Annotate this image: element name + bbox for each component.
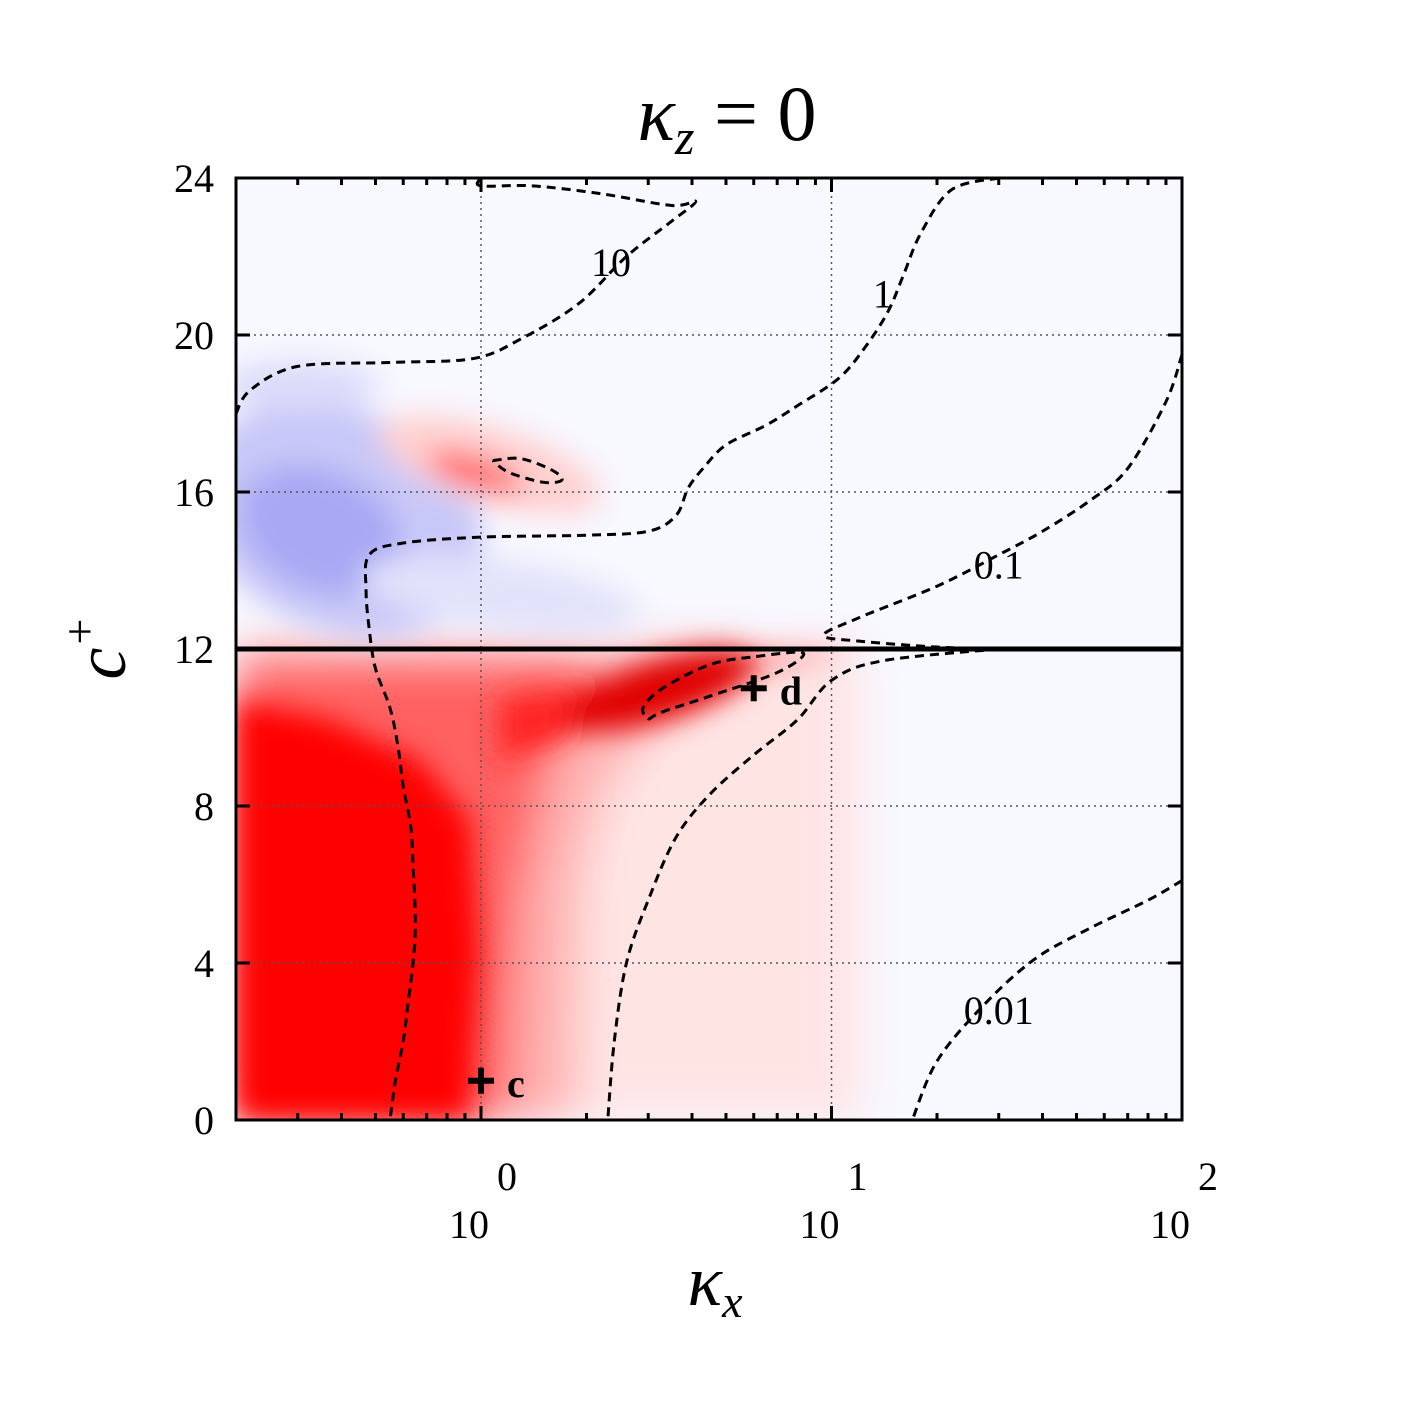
y-tick-label: 4 xyxy=(194,941,214,986)
y-axis-label-base: c xyxy=(61,648,141,680)
contour-label: 10 xyxy=(591,240,631,285)
y-tick-label: 12 xyxy=(174,627,214,672)
y-tick-label: 20 xyxy=(174,313,214,358)
heatmap-region xyxy=(361,555,639,635)
x-axis-label: κx xyxy=(688,1241,744,1327)
marker-cross-d xyxy=(740,675,767,702)
x-axis-label-sub: x xyxy=(721,1276,743,1327)
contour-line xyxy=(491,456,564,485)
x-tick-label-base: 10 xyxy=(449,1202,489,1247)
y-tick-label: 16 xyxy=(174,470,214,515)
ticks xyxy=(236,176,1184,1122)
y-tick-label: 0 xyxy=(194,1098,214,1143)
contour-label: 1 xyxy=(873,272,893,317)
chart-title: κz = 0 xyxy=(638,70,817,165)
y-tick-label: 24 xyxy=(174,156,214,201)
heatmap-upper xyxy=(236,360,639,639)
heatmap xyxy=(236,178,1182,1120)
markers: cd xyxy=(467,668,802,1106)
contour-label: 0.1 xyxy=(974,542,1024,587)
x-tick-label-exponent: 0 xyxy=(497,1154,517,1199)
contours xyxy=(236,178,1182,1120)
x-tick-label-base: 10 xyxy=(799,1202,839,1247)
contour-line xyxy=(236,178,698,415)
contour-labels: 10 1 0.1 0.01 xyxy=(591,240,1034,1033)
contour-line xyxy=(822,354,1182,651)
y-axis-label-sup: + xyxy=(54,616,105,647)
x-tick-label-base: 10 xyxy=(1150,1202,1190,1247)
title-rest: = 0 xyxy=(694,70,816,157)
x-tick-label-exponent: 2 xyxy=(1198,1154,1218,1199)
contour-label: 0.01 xyxy=(964,988,1034,1033)
heatmap-region xyxy=(236,700,480,1120)
heatmap-region xyxy=(238,464,402,596)
x-tick-label-exponent: 1 xyxy=(847,1154,867,1199)
heatmap-region xyxy=(236,360,380,410)
contour-line xyxy=(606,647,999,1120)
y-tick-labels: 0 4 8 12 16 20 24 xyxy=(174,156,214,1143)
marker-cross-c xyxy=(467,1067,494,1094)
marker-label-d: d xyxy=(780,668,802,713)
title-sub: z xyxy=(674,109,694,165)
title-base: κ xyxy=(638,70,677,157)
contour-line xyxy=(910,879,1182,1120)
x-axis-label-base: κ xyxy=(688,1241,724,1321)
contour-line xyxy=(641,650,806,721)
heatmap-region xyxy=(426,451,524,493)
y-axis-label: c+ xyxy=(54,616,141,679)
marker-label-c: c xyxy=(507,1061,525,1106)
contour-line xyxy=(363,178,1000,1120)
y-tick-label: 8 xyxy=(194,784,214,829)
